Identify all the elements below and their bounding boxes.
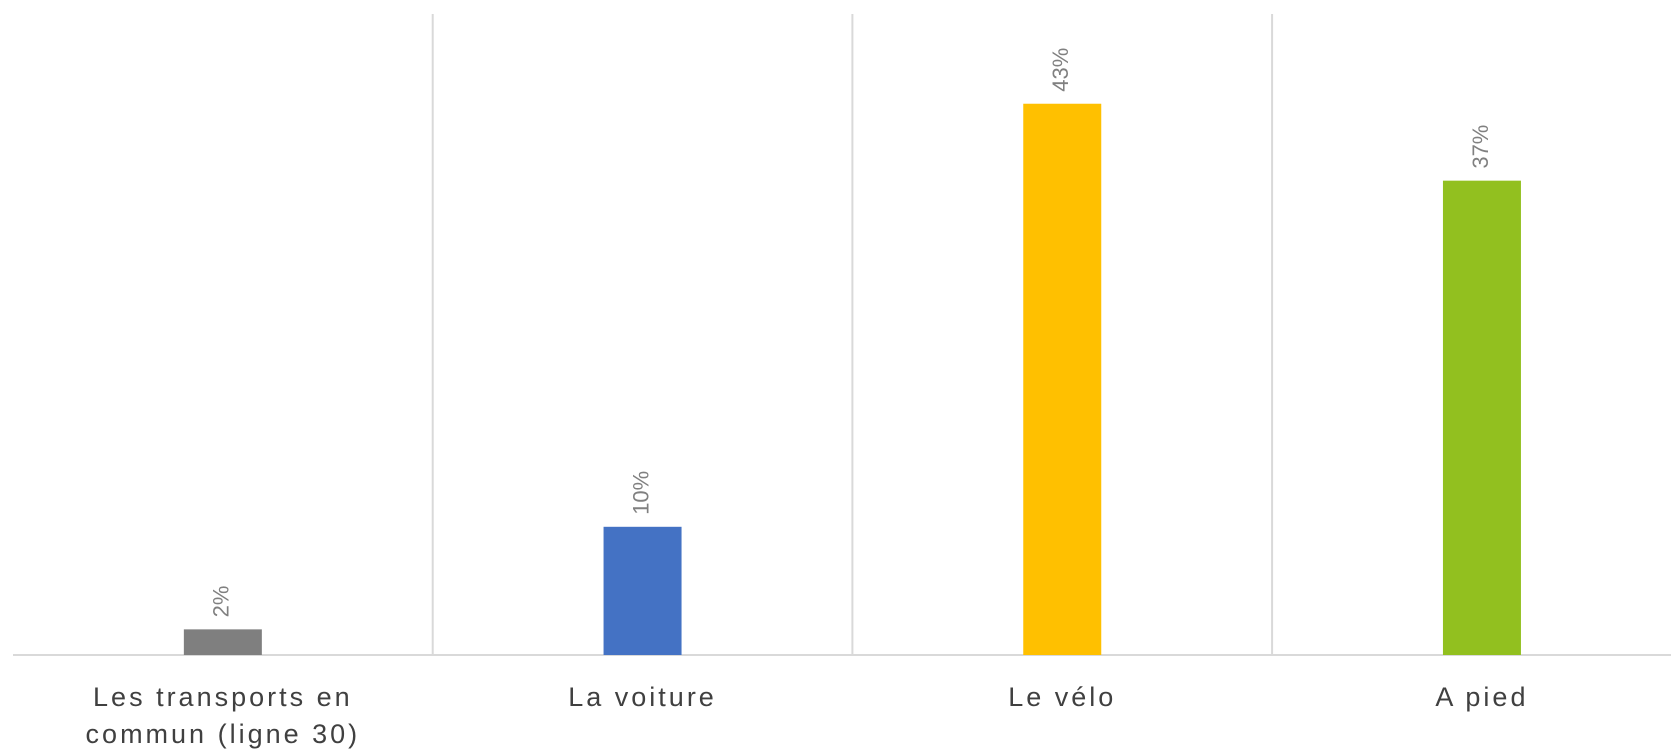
x-tick-label: Les transports en commun (ligne 30): [85, 682, 361, 749]
x-tick-label: Le vélo: [1008, 682, 1117, 712]
bar: [183, 629, 262, 655]
bar: [1442, 180, 1521, 655]
x-tick-label: A pied: [1435, 682, 1529, 712]
bar: [1023, 103, 1102, 656]
data-label: 37%: [1468, 125, 1493, 169]
data-label: 2%: [209, 586, 234, 618]
data-label: 10%: [628, 471, 653, 515]
bar: [603, 526, 682, 655]
data-label: 43%: [1048, 48, 1073, 92]
x-tick-label: La voiture: [568, 682, 717, 712]
